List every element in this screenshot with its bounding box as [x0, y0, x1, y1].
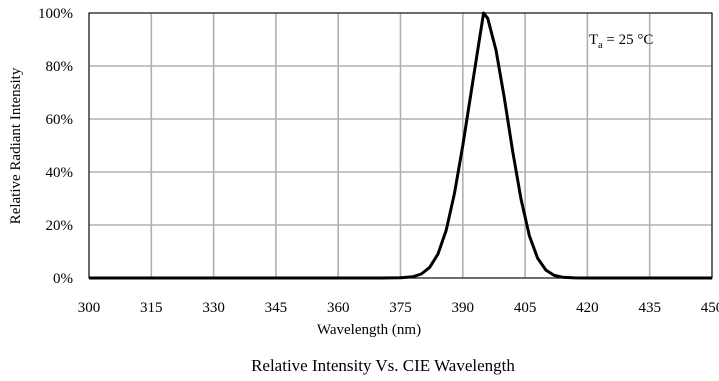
grid-lines: [88, 12, 713, 279]
annotation-value: = 25 °C: [603, 32, 654, 48]
x-tick-label: 390: [452, 300, 475, 316]
y-tick-label: 40%: [46, 165, 74, 181]
annotation-subscript: a: [598, 40, 603, 51]
temperature-annotation: Ta = 25 °C: [589, 32, 653, 51]
y-tick-label: 60%: [46, 112, 74, 128]
chart-caption: Relative Intensity Vs. CIE Wavelength: [251, 356, 515, 375]
x-axis-label: Wavelength (nm): [317, 322, 421, 338]
x-tick-label: 360: [327, 300, 350, 316]
x-tick-label: 435: [638, 300, 661, 316]
y-axis-ticks: 0% 20% 40% 60% 80% 100%: [38, 6, 73, 287]
x-tick-label: 420: [576, 300, 599, 316]
x-tick-label: 450: [701, 300, 719, 316]
series-line: [89, 11, 712, 280]
y-tick-label: 0%: [53, 271, 73, 287]
x-tick-label: 375: [389, 300, 412, 316]
x-tick-label: 300: [78, 300, 101, 316]
x-tick-label: 330: [202, 300, 225, 316]
x-tick-label: 315: [140, 300, 163, 316]
y-tick-label: 100%: [38, 6, 73, 22]
y-axis-label: Relative Radiant Intensity: [8, 67, 24, 224]
x-axis-ticks: 300 315 330 345 360 375 390 405 420 435 450: [78, 300, 719, 316]
x-tick-label: 345: [265, 300, 288, 316]
y-tick-label: 20%: [46, 218, 74, 234]
annotation-symbol: T: [589, 32, 598, 48]
y-tick-label: 80%: [46, 59, 74, 75]
x-tick-label: 405: [514, 300, 537, 316]
